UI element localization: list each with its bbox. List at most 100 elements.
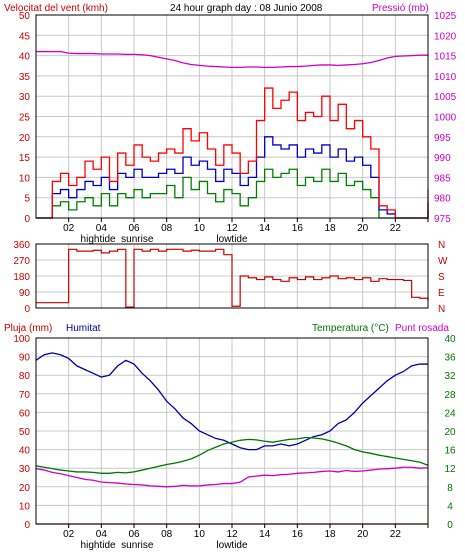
x-tick-label: 18 bbox=[324, 529, 336, 540]
x-tick-label: 16 bbox=[292, 529, 304, 540]
direction-panel-frame bbox=[35, 243, 429, 309]
y-tick-label-right: 0 bbox=[447, 520, 453, 531]
y-tick-label-left: 60 bbox=[19, 408, 31, 419]
y-tick-label-left: 100 bbox=[13, 334, 30, 345]
y-tick-label-right: 28 bbox=[444, 390, 456, 401]
humidity-axis-label: Humitat bbox=[66, 323, 101, 334]
y-tick-label-left: 50 bbox=[19, 427, 31, 438]
dewpoint-axis-label: Punt rosada bbox=[395, 323, 449, 334]
series-direction bbox=[36, 248, 429, 308]
y-tick-label-left: 180 bbox=[13, 272, 30, 283]
series-pressure bbox=[36, 50, 428, 69]
x-annotation: hightide bbox=[81, 540, 116, 551]
direction-label: N bbox=[438, 304, 445, 315]
y-tick-label-left: 30 bbox=[19, 464, 31, 475]
y-tick-label-left: 90 bbox=[19, 288, 31, 299]
y-tick-label-right: 36 bbox=[444, 353, 456, 364]
x-tick-label: 10 bbox=[194, 529, 206, 540]
temperature-axis-label: Temperatura (°C) bbox=[312, 323, 389, 334]
y-tick-label-right: 4 bbox=[447, 501, 453, 512]
x-tick-label: 20 bbox=[357, 529, 369, 540]
y-tick-label-right: 1010 bbox=[434, 72, 457, 83]
x-annotation: sunrise bbox=[121, 234, 154, 245]
series-humidity bbox=[35, 352, 428, 451]
y-tick-label-left: 45 bbox=[19, 31, 31, 42]
y-tick-label-left: 5 bbox=[24, 194, 30, 205]
x-tick-label: 08 bbox=[161, 223, 173, 234]
series-dewpoint bbox=[35, 466, 429, 488]
series-avg bbox=[36, 136, 429, 219]
y-tick-label-right: 1020 bbox=[434, 31, 457, 42]
y-tick-label-left: 20 bbox=[19, 133, 31, 144]
y-tick-label-left: 10 bbox=[19, 173, 31, 184]
series-temperature bbox=[35, 436, 429, 474]
series-min bbox=[36, 168, 429, 219]
y-tick-label-left: 50 bbox=[19, 11, 31, 22]
y-tick-label-left: 90 bbox=[19, 353, 31, 364]
y-tick-label-right: 1000 bbox=[434, 113, 457, 124]
y-tick-label-left: 30 bbox=[19, 92, 31, 103]
x-tick-label: 14 bbox=[259, 223, 271, 234]
y-tick-label-right: 980 bbox=[434, 194, 451, 205]
direction-label: S bbox=[438, 272, 445, 283]
x-tick-label: 18 bbox=[324, 223, 336, 234]
y-tick-label-right: 990 bbox=[434, 153, 451, 164]
humidity-temperature-panel: 0102030405060708090100048121620242832364… bbox=[13, 334, 456, 551]
x-tick-label: 22 bbox=[390, 223, 402, 234]
x-tick-label: 02 bbox=[63, 529, 75, 540]
y-tick-label-left: 15 bbox=[19, 153, 31, 164]
x-tick-label: 22 bbox=[390, 529, 402, 540]
y-tick-label-left: 40 bbox=[19, 52, 31, 63]
y-tick-label-left: 10 bbox=[19, 501, 31, 512]
y-tick-label-left: 270 bbox=[13, 256, 30, 267]
x-tick-label: 06 bbox=[128, 223, 140, 234]
y-tick-label-right: 12 bbox=[444, 464, 456, 475]
x-tick-label: 04 bbox=[96, 223, 108, 234]
y-tick-label-right: 975 bbox=[434, 214, 451, 225]
y-tick-label-right: 1015 bbox=[434, 52, 457, 63]
x-tick-label: 02 bbox=[63, 223, 75, 234]
y-tick-label-left: 360 bbox=[13, 240, 30, 251]
y-tick-label-right: 16 bbox=[444, 446, 456, 457]
x-tick-label: 12 bbox=[226, 529, 238, 540]
x-annotation: lowtide bbox=[216, 540, 248, 551]
x-tick-label: 10 bbox=[194, 223, 206, 234]
pressure-axis-label: Pressió (mb) bbox=[372, 3, 429, 14]
x-annotation: sunrise bbox=[121, 540, 154, 551]
y-tick-label-left: 35 bbox=[19, 72, 31, 83]
y-tick-label-right: 32 bbox=[444, 371, 456, 382]
x-tick-label: 14 bbox=[259, 529, 271, 540]
x-tick-label: 16 bbox=[292, 223, 304, 234]
x-tick-label: 12 bbox=[226, 223, 238, 234]
series-gust bbox=[36, 87, 429, 219]
x-tick-label: 08 bbox=[161, 529, 173, 540]
y-tick-label-left: 0 bbox=[24, 214, 30, 225]
y-tick-label-right: 985 bbox=[434, 173, 451, 184]
rain-axis-label: Pluja (mm) bbox=[4, 323, 52, 334]
x-annotation: lowtide bbox=[216, 234, 248, 245]
y-tick-label-right: 20 bbox=[444, 427, 456, 438]
y-tick-label-left: 25 bbox=[19, 113, 31, 124]
direction-label: E bbox=[438, 288, 445, 299]
x-tick-label: 04 bbox=[96, 529, 108, 540]
chart-title: 24 hour graph day : 08 Junio 2008 bbox=[170, 3, 323, 14]
y-tick-label-right: 40 bbox=[444, 334, 456, 345]
wind-pressure-panel: 0510152025303540455097598098599099510001… bbox=[19, 11, 457, 245]
wind-axis-label: Velocitat del vent (kmh) bbox=[4, 3, 108, 14]
y-tick-label-left: 80 bbox=[19, 371, 31, 382]
direction-label: N bbox=[438, 240, 445, 251]
x-annotation: hightide bbox=[81, 234, 116, 245]
y-tick-label-right: 1025 bbox=[434, 11, 457, 22]
y-tick-label-left: 40 bbox=[19, 446, 31, 457]
y-tick-label-left: 20 bbox=[19, 483, 31, 494]
y-tick-label-right: 24 bbox=[444, 408, 456, 419]
y-tick-label-left: 0 bbox=[24, 304, 30, 315]
y-tick-label-left: 70 bbox=[19, 390, 31, 401]
y-tick-label-right: 995 bbox=[434, 133, 451, 144]
y-tick-label-right: 1005 bbox=[434, 92, 457, 103]
direction-label: W bbox=[438, 256, 448, 267]
y-tick-label-left: 0 bbox=[24, 520, 30, 531]
